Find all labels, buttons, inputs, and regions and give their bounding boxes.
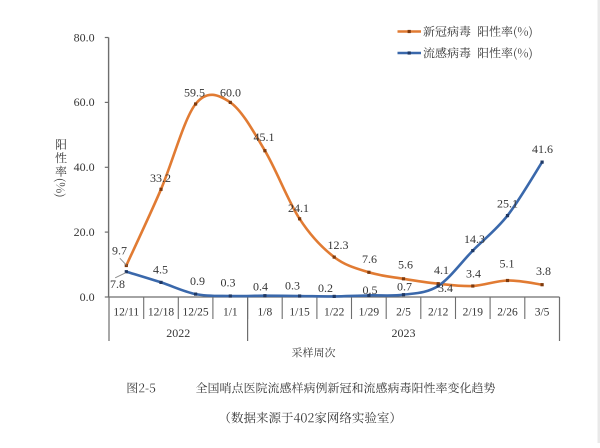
svg-text:7.8: 7.8 (110, 277, 125, 291)
svg-text:2022: 2022 (166, 326, 190, 340)
svg-text:0.3: 0.3 (285, 279, 300, 293)
svg-text:14.3: 14.3 (464, 232, 485, 246)
svg-text:7.6: 7.6 (362, 252, 377, 266)
svg-text:2/12: 2/12 (428, 307, 449, 319)
svg-text:0.7: 0.7 (397, 280, 412, 294)
svg-text:9.7: 9.7 (112, 244, 127, 258)
svg-text:25.1: 25.1 (497, 197, 518, 211)
svg-text:2023: 2023 (392, 326, 416, 340)
svg-text:12/11: 12/11 (113, 307, 139, 319)
svg-text:3.4: 3.4 (438, 281, 453, 295)
svg-text:33.2: 33.2 (150, 171, 171, 185)
svg-text:41.6: 41.6 (532, 142, 553, 156)
svg-text:1/22: 1/22 (324, 307, 345, 319)
svg-text:4.5: 4.5 (153, 263, 168, 277)
svg-text:1/1: 1/1 (223, 307, 238, 319)
svg-text:45.1: 45.1 (254, 130, 275, 144)
svg-text:0.4: 0.4 (253, 280, 268, 294)
svg-text:3/5: 3/5 (535, 307, 550, 319)
svg-text:60.0: 60.0 (220, 86, 241, 100)
svg-text:0.5: 0.5 (363, 283, 378, 297)
svg-text:3.4: 3.4 (466, 267, 481, 281)
svg-text:0.9: 0.9 (190, 274, 205, 288)
svg-text:1/29: 1/29 (359, 307, 380, 319)
svg-text:1/8: 1/8 (258, 307, 273, 319)
svg-text:12/25: 12/25 (182, 307, 208, 319)
svg-text:0.2: 0.2 (318, 281, 333, 295)
svg-text:2/26: 2/26 (497, 307, 518, 319)
svg-text:2/19: 2/19 (463, 307, 484, 319)
svg-text:5.1: 5.1 (500, 257, 515, 271)
svg-text:4.1: 4.1 (434, 263, 449, 277)
svg-text:59.5: 59.5 (184, 86, 205, 100)
svg-text:0.0: 0.0 (80, 290, 95, 304)
svg-text:12/18: 12/18 (148, 307, 174, 319)
svg-text:80.0: 80.0 (74, 30, 95, 44)
svg-text:24.1: 24.1 (288, 201, 309, 215)
svg-text:60.0: 60.0 (74, 95, 95, 109)
svg-text:20.0: 20.0 (74, 225, 95, 239)
svg-text:40.0: 40.0 (74, 160, 95, 174)
svg-text:3.8: 3.8 (536, 264, 551, 278)
svg-text:1/15: 1/15 (289, 307, 310, 319)
svg-text:5.6: 5.6 (398, 258, 413, 272)
svg-text:2/5: 2/5 (396, 307, 411, 319)
svg-text:12.3: 12.3 (328, 238, 349, 252)
svg-text:0.3: 0.3 (221, 276, 236, 290)
